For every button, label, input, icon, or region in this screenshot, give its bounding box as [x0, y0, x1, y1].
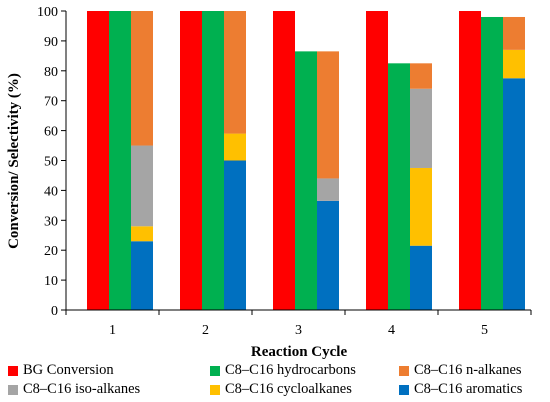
bar-c8-c16-n-alkanes-cycle-3 [317, 51, 339, 178]
bar-c8-c16-hydrocarbons-cycle-4 [388, 63, 410, 310]
chart: 0 10 20 30 40 50 60 70 80 90 100 1 2 3 4 5 Reaction Cyc… [0, 0, 550, 362]
bar-c8-c16-n-alkanes-cycle-1 [131, 11, 153, 146]
legend-swatch-aromatics [399, 385, 409, 395]
legend-swatch-bg-conversion [8, 366, 18, 376]
bar-c8-c16-cycloalkanes-cycle-4 [410, 168, 432, 246]
x-tick-label: 4 [388, 323, 395, 338]
bar-c8-c16-hydrocarbons-cycle-3 [295, 51, 317, 310]
bar-c8-c16-n-alkanes-cycle-5 [503, 17, 525, 50]
legend-item-bg-conversion: BG Conversion [8, 362, 210, 379]
bar-c8-c16-aromatics-cycle-2 [224, 161, 246, 311]
legend-label-aromatics: C8–C16 aromatics [414, 381, 522, 398]
bar-c8-c16-hydrocarbons-cycle-2 [202, 11, 224, 310]
y-tick-label: 40 [44, 184, 58, 199]
legend-item-iso-alkanes: C8–C16 iso-alkanes [8, 381, 210, 398]
bar-bg-conversion-cycle-3 [273, 11, 295, 310]
y-tick-label: 100 [37, 5, 58, 20]
y-tick-label: 20 [44, 244, 58, 259]
bar-c8-c16-aromatics-cycle-3 [317, 201, 339, 310]
bar-c8-c16-iso-alkanes-cycle-4 [410, 89, 432, 168]
legend-label-bg-conversion: BG Conversion [23, 362, 114, 379]
legend-swatch-n-alkanes [399, 366, 409, 376]
x-tick-label: 1 [109, 323, 116, 338]
bar-c8-c16-cycloalkanes-cycle-2 [224, 134, 246, 161]
legend-item-n-alkanes: C8–C16 n-alkanes [399, 362, 549, 379]
y-tick-label: 0 [51, 304, 58, 319]
y-tick-label: 90 [44, 35, 58, 50]
legend-item-aromatics: C8–C16 aromatics [399, 381, 549, 398]
y-tick-label: 60 [44, 125, 58, 140]
legend-item-hydrocarbons: C8–C16 hydrocarbons [210, 362, 399, 379]
legend-label-iso-alkanes: C8–C16 iso-alkanes [23, 381, 140, 398]
x-axis-title: Reaction Cycle [251, 344, 348, 360]
legend-label-hydrocarbons: C8–C16 hydrocarbons [225, 362, 356, 379]
legend: BG Conversion C8–C16 hydrocarbons C8–C16… [8, 362, 548, 398]
y-tick-label: 70 [44, 95, 58, 110]
bar-c8-c16-aromatics-cycle-1 [131, 241, 153, 310]
bars-layer [87, 11, 525, 310]
y-tick-label: 30 [44, 214, 58, 229]
bar-c8-c16-hydrocarbons-cycle-1 [109, 11, 131, 310]
legend-item-cycloalkanes: C8–C16 cycloalkanes [210, 381, 399, 398]
x-tick-label: 3 [295, 323, 302, 338]
bar-c8-c16-n-alkanes-cycle-2 [224, 11, 246, 134]
bar-bg-conversion-cycle-2 [180, 11, 202, 310]
x-tick-label: 2 [202, 323, 209, 338]
bar-c8-c16-cycloalkanes-cycle-5 [503, 50, 525, 78]
x-tick-label: 5 [481, 323, 488, 338]
bar-c8-c16-cycloalkanes-cycle-1 [131, 226, 153, 241]
bar-c8-c16-aromatics-cycle-5 [503, 78, 525, 310]
y-tick-label: 10 [44, 274, 58, 289]
bar-c8-c16-iso-alkanes-cycle-3 [317, 178, 339, 200]
bar-c8-c16-hydrocarbons-cycle-5 [481, 17, 503, 310]
bar-c8-c16-aromatics-cycle-4 [410, 246, 432, 310]
bar-bg-conversion-cycle-1 [87, 11, 109, 310]
bar-bg-conversion-cycle-5 [459, 11, 481, 310]
legend-swatch-cycloalkanes [210, 385, 220, 395]
legend-swatch-hydrocarbons [210, 366, 220, 376]
legend-swatch-iso-alkanes [8, 385, 18, 395]
y-tick-label: 50 [44, 155, 58, 170]
legend-label-n-alkanes: C8–C16 n-alkanes [414, 362, 522, 379]
bar-bg-conversion-cycle-4 [366, 11, 388, 310]
y-tick-label: 80 [44, 65, 58, 80]
legend-label-cycloalkanes: C8–C16 cycloalkanes [225, 381, 352, 398]
y-axis-title: Conversion/ Selectivity (%) [6, 73, 22, 249]
bar-c8-c16-iso-alkanes-cycle-1 [131, 146, 153, 227]
bar-c8-c16-n-alkanes-cycle-4 [410, 63, 432, 88]
